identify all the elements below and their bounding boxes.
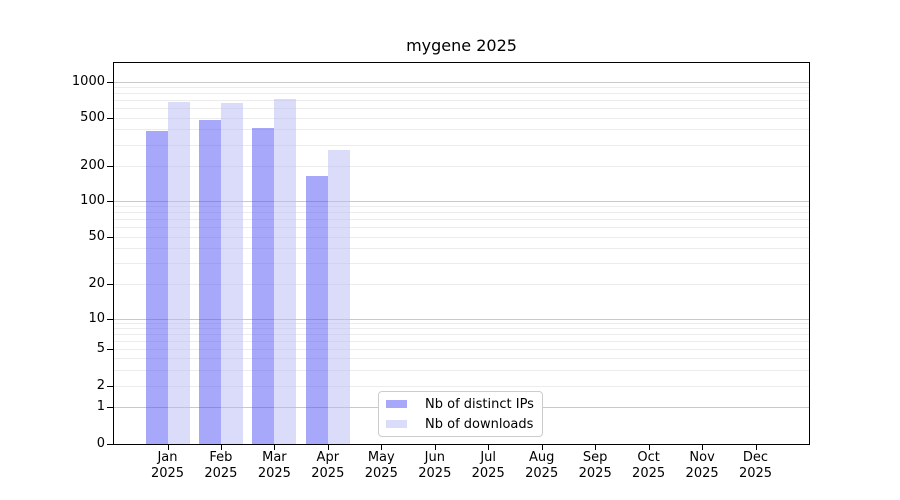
x-tick-label-sep: Sep 2025 <box>578 450 612 481</box>
x-tick-mark-may <box>381 445 383 450</box>
legend-swatch-downloads <box>386 420 407 428</box>
x-tick-label-mar: Mar 2025 <box>257 450 291 481</box>
y-tick-mark-20 <box>107 283 113 285</box>
x-tick-mark-jun <box>434 445 436 450</box>
gridline-minor-5 <box>114 348 809 350</box>
gridline-major-1000 <box>114 81 809 83</box>
y-tick-mark-100 <box>107 200 113 202</box>
x-tick-mark-aug <box>541 445 543 450</box>
gridline-minor-500 <box>114 117 809 119</box>
y-tick-mark-2 <box>107 386 113 387</box>
x-tick-label-apr: Apr 2025 <box>311 450 345 481</box>
gridline-minor-800 <box>114 93 809 95</box>
y-tick-label-100: 100 <box>80 192 105 208</box>
gridline-minor-900 <box>114 87 809 89</box>
legend-label-downloads: Nb of downloads <box>425 416 534 432</box>
chart-title: mygene 2025 <box>406 36 517 55</box>
bars-layer <box>114 63 809 444</box>
y-tick-label-0: 0 <box>96 436 105 451</box>
legend-item-distinct-ips: Nb of distinct IPs <box>386 397 542 412</box>
bar-downloads-mar <box>274 98 297 444</box>
gridline-major-100 <box>114 200 809 202</box>
y-tick-mark-500 <box>107 117 113 119</box>
x-tick-mark-nov <box>702 445 704 450</box>
y-tick-mark-10 <box>107 318 113 320</box>
bar-ips-feb <box>198 120 221 444</box>
y-tick-label-20: 20 <box>88 275 105 291</box>
gridline-minor-80 <box>114 212 809 214</box>
y-tick-mark-1 <box>107 406 113 408</box>
gridline-minor-70 <box>114 219 809 221</box>
bar-downloads-feb <box>220 103 243 444</box>
x-tick-label-jul: Jul 2025 <box>471 450 505 481</box>
gridline-minor-20 <box>114 283 809 285</box>
x-tick-label-aug: Aug 2025 <box>525 450 559 481</box>
y-tick-label-1000: 1000 <box>71 73 105 89</box>
gridline-minor-50 <box>114 236 809 238</box>
x-tick-label-oct: Oct 2025 <box>632 450 666 481</box>
bar-ips-mar <box>252 127 275 444</box>
y-tick-mark-0 <box>107 444 113 445</box>
gridline-minor-90 <box>114 206 809 208</box>
gridline-minor-7 <box>114 334 809 336</box>
x-tick-label-may: May 2025 <box>364 450 398 481</box>
y-tick-label-50: 50 <box>88 228 105 244</box>
gridline-major-10 <box>114 318 809 320</box>
bar-ips-apr <box>305 176 328 444</box>
legend-label-distinct-ips: Nb of distinct IPs <box>425 396 534 412</box>
y-tick-label-2: 2 <box>96 378 105 393</box>
y-tick-label-200: 200 <box>80 157 105 173</box>
gridline-minor-4 <box>114 357 809 359</box>
gridline-minor-2 <box>114 386 809 387</box>
x-tick-label-dec: Dec 2025 <box>738 450 773 481</box>
bar-downloads-jan <box>167 101 190 444</box>
legend-swatch-distinct-ips <box>386 400 407 408</box>
legend: Nb of distinct IPs Nb of downloads <box>378 391 543 437</box>
gridline-minor-400 <box>114 129 809 131</box>
plot-area <box>113 62 810 445</box>
gridline-minor-6 <box>114 340 809 342</box>
gridline-minor-700 <box>114 100 809 102</box>
bar-downloads-apr <box>327 150 350 444</box>
y-tick-label-5: 5 <box>96 340 105 356</box>
x-tick-mark-oct <box>648 445 650 450</box>
gridline-minor-600 <box>114 108 809 110</box>
x-tick-mark-jul <box>488 445 490 450</box>
gridlines-layer <box>114 63 809 444</box>
x-tick-label-jan: Jan 2025 <box>150 450 185 481</box>
gridline-minor-300 <box>114 144 809 146</box>
gridline-minor-9 <box>114 323 809 325</box>
y-tick-mark-5 <box>107 348 113 350</box>
y-tick-label-1: 1 <box>96 398 105 414</box>
y-tick-mark-1000 <box>107 81 113 83</box>
gridline-minor-200 <box>114 165 809 167</box>
bar-ips-jan <box>145 131 168 444</box>
x-tick-mark-dec <box>755 445 757 450</box>
gridline-minor-3 <box>114 369 809 371</box>
y-tick-label-10: 10 <box>88 310 105 326</box>
gridline-minor-8 <box>114 328 809 330</box>
x-tick-label-jun: Jun 2025 <box>418 450 452 481</box>
x-tick-mark-feb <box>220 445 222 450</box>
gridline-minor-60 <box>114 227 809 229</box>
y-tick-mark-50 <box>107 236 113 238</box>
x-tick-label-feb: Feb 2025 <box>204 450 238 481</box>
x-tick-mark-jan <box>167 445 169 450</box>
legend-item-downloads: Nb of downloads <box>386 417 542 432</box>
y-tick-mark-200 <box>107 165 113 167</box>
x-tick-mark-apr <box>327 445 329 450</box>
x-tick-mark-mar <box>274 445 276 450</box>
gridline-minor-30 <box>114 262 809 264</box>
x-tick-mark-sep <box>595 445 597 450</box>
gridline-minor-40 <box>114 248 809 250</box>
y-tick-label-500: 500 <box>80 109 105 125</box>
x-tick-label-nov: Nov 2025 <box>685 450 719 481</box>
